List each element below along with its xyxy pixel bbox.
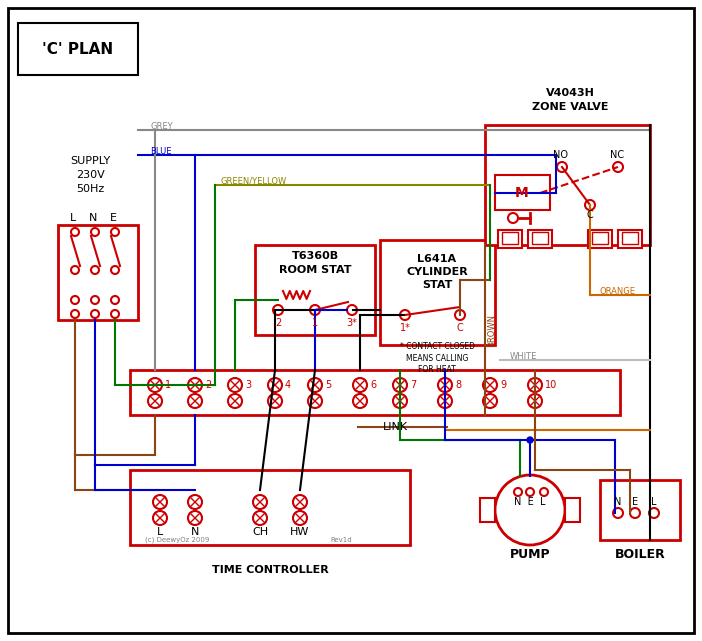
Text: BOILER: BOILER bbox=[615, 549, 665, 562]
Text: PUMP: PUMP bbox=[510, 549, 550, 562]
Text: 4: 4 bbox=[285, 380, 291, 390]
Text: 6: 6 bbox=[370, 380, 376, 390]
Text: 7: 7 bbox=[410, 380, 416, 390]
Text: C: C bbox=[587, 210, 593, 220]
FancyBboxPatch shape bbox=[130, 370, 620, 415]
Text: 3: 3 bbox=[245, 380, 251, 390]
Text: L: L bbox=[70, 213, 76, 223]
Text: Rev1d: Rev1d bbox=[330, 537, 352, 543]
Text: 8: 8 bbox=[455, 380, 461, 390]
Text: ORANGE: ORANGE bbox=[600, 287, 636, 296]
Text: NO: NO bbox=[552, 150, 567, 160]
Text: 9: 9 bbox=[500, 380, 506, 390]
FancyBboxPatch shape bbox=[130, 470, 410, 545]
FancyBboxPatch shape bbox=[255, 245, 375, 335]
FancyBboxPatch shape bbox=[592, 232, 608, 244]
Text: GREEN/YELLOW: GREEN/YELLOW bbox=[220, 176, 286, 185]
Text: N: N bbox=[614, 497, 622, 507]
Text: T6360B
ROOM STAT: T6360B ROOM STAT bbox=[279, 251, 351, 274]
FancyBboxPatch shape bbox=[58, 225, 138, 320]
Text: N: N bbox=[191, 527, 199, 537]
Text: L: L bbox=[651, 497, 657, 507]
Text: 5: 5 bbox=[325, 380, 331, 390]
Text: BROWN: BROWN bbox=[487, 313, 496, 347]
Text: 'C' PLAN: 'C' PLAN bbox=[42, 42, 114, 56]
Text: L641A
CYLINDER
STAT: L641A CYLINDER STAT bbox=[406, 254, 468, 290]
Text: 1: 1 bbox=[165, 380, 171, 390]
Text: 1*: 1* bbox=[399, 323, 411, 333]
Text: NC: NC bbox=[610, 150, 624, 160]
FancyBboxPatch shape bbox=[600, 480, 680, 540]
Text: WHITE: WHITE bbox=[510, 351, 537, 360]
Text: E: E bbox=[110, 213, 117, 223]
FancyBboxPatch shape bbox=[8, 8, 694, 633]
FancyBboxPatch shape bbox=[495, 175, 550, 210]
Text: (c) DeewyOz 2009: (c) DeewyOz 2009 bbox=[145, 537, 209, 544]
Text: N  E  L: N E L bbox=[515, 497, 545, 507]
FancyBboxPatch shape bbox=[480, 498, 495, 522]
Circle shape bbox=[527, 437, 533, 443]
Text: V4043H
ZONE VALVE: V4043H ZONE VALVE bbox=[531, 88, 608, 112]
Text: 10: 10 bbox=[545, 380, 557, 390]
Text: 2: 2 bbox=[275, 318, 281, 328]
FancyBboxPatch shape bbox=[380, 240, 495, 345]
FancyBboxPatch shape bbox=[565, 498, 580, 522]
FancyBboxPatch shape bbox=[588, 230, 612, 248]
Text: N: N bbox=[89, 213, 97, 223]
FancyBboxPatch shape bbox=[502, 232, 518, 244]
FancyBboxPatch shape bbox=[528, 230, 552, 248]
Text: CH: CH bbox=[252, 527, 268, 537]
Text: 2: 2 bbox=[205, 380, 211, 390]
Text: LINK: LINK bbox=[383, 422, 408, 432]
FancyBboxPatch shape bbox=[618, 230, 642, 248]
Text: SUPPLY
230V
50Hz: SUPPLY 230V 50Hz bbox=[70, 156, 110, 194]
Text: HW: HW bbox=[291, 527, 310, 537]
Text: L: L bbox=[157, 527, 163, 537]
FancyBboxPatch shape bbox=[498, 230, 522, 248]
FancyBboxPatch shape bbox=[18, 23, 138, 75]
Text: TIME CONTROLLER: TIME CONTROLLER bbox=[211, 565, 329, 575]
Text: C: C bbox=[456, 323, 463, 333]
Text: 1: 1 bbox=[312, 318, 318, 328]
Text: E: E bbox=[632, 497, 638, 507]
Text: BLUE: BLUE bbox=[150, 147, 171, 156]
Text: M: M bbox=[515, 186, 529, 200]
FancyBboxPatch shape bbox=[532, 232, 548, 244]
FancyBboxPatch shape bbox=[485, 125, 650, 245]
FancyBboxPatch shape bbox=[622, 232, 638, 244]
Text: 3*: 3* bbox=[347, 318, 357, 328]
Text: GREY: GREY bbox=[150, 122, 173, 131]
Text: * CONTACT CLOSED
MEANS CALLING
FOR HEAT: * CONTACT CLOSED MEANS CALLING FOR HEAT bbox=[399, 342, 475, 374]
